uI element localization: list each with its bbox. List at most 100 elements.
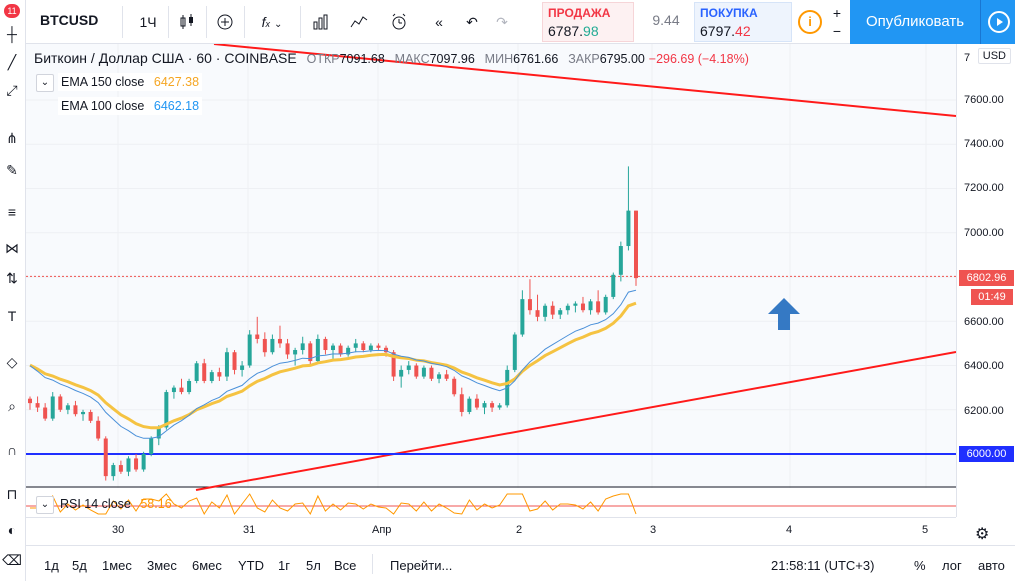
prediction-icon[interactable]: ⇅ [6, 270, 18, 286]
sell-price: 6787.98 [548, 23, 599, 39]
candle-body [588, 301, 593, 311]
high-value: 7097.96 [429, 52, 475, 66]
resistance-trendline [213, 44, 956, 117]
play-icon[interactable] [980, 0, 1015, 44]
ray-icon[interactable]: ⤢ [6, 82, 18, 98]
candle-body [634, 210, 638, 279]
interval-button[interactable]: 1Ч [139, 14, 157, 30]
candle-body [497, 405, 502, 408]
time-tick: 30 [112, 524, 125, 536]
crosshair-icon[interactable]: ┼ [7, 26, 17, 42]
candle-body [118, 465, 123, 472]
range-3m-button[interactable]: 3мес [147, 558, 177, 573]
candle-body [88, 411, 93, 421]
rsi-legend[interactable]: RSI 14 close 58.16 [60, 497, 172, 511]
notification-badge[interactable]: 11 [4, 4, 20, 18]
pitchfork-icon[interactable]: ⋔ [6, 130, 18, 146]
candle-body [565, 305, 570, 311]
redo-icon[interactable]: ↷ [496, 14, 508, 30]
zoom-icon[interactable]: ⌕ [8, 398, 16, 414]
trendline-icon[interactable]: ╱ [7, 54, 17, 70]
candle-body [626, 210, 631, 247]
ema150-legend[interactable]: EMA 150 close 6427.38 [58, 73, 203, 91]
text-icon[interactable]: T [7, 308, 17, 324]
toolbar-divider [300, 6, 301, 38]
collapse-legend-icon[interactable]: ⌄ [36, 74, 54, 92]
candle-body [285, 343, 290, 355]
candle-body [58, 396, 63, 410]
indicators-fx-icon[interactable]: fx ⌄ [261, 14, 283, 30]
auto-scale-toggle[interactable]: авто [978, 558, 1005, 573]
alert-clock-icon[interactable] [384, 8, 414, 36]
compare-add-icon[interactable] [210, 8, 240, 36]
top-toolbar: BTCUSD 1Ч fx ⌄ « ↶ ↷ ПРОДАЖА 6787.98 9.4… [26, 0, 1015, 44]
publish-button[interactable]: Опубликовать [850, 0, 980, 44]
rsi-pane [26, 488, 956, 517]
range-all-button[interactable]: Все [334, 558, 357, 573]
collapse-rsi-icon[interactable]: ⌄ [36, 496, 54, 514]
clock-timezone[interactable]: 21:58:11 (UTC+3) [771, 558, 875, 573]
candle-body [331, 345, 335, 351]
quantity-minus-button[interactable]: − [832, 23, 842, 39]
ruler-icon[interactable]: ◇ [6, 354, 18, 370]
range-6m-button[interactable]: 6мес [192, 558, 222, 573]
candle-body [368, 345, 373, 351]
sell-button[interactable]: ПРОДАЖА 6787.98 [542, 2, 634, 42]
candle-body [35, 403, 40, 408]
range-5d-button[interactable]: 5д [72, 558, 87, 573]
candle-body [421, 367, 426, 377]
price-chart[interactable] [26, 44, 956, 517]
price-tick: 7600.00 [964, 94, 1004, 106]
info-icon[interactable]: i [798, 10, 822, 34]
brush-icon[interactable]: ✎ [6, 162, 18, 178]
chart-type-candles-icon[interactable] [172, 8, 202, 36]
eye-icon[interactable]: ◐ [7, 522, 17, 538]
templates-icon[interactable] [344, 8, 374, 36]
range-1y-button[interactable]: 1г [278, 558, 290, 573]
price-scale[interactable]: 7 USD 7600.00 7400.00 7200.00 7000.00 68… [956, 44, 1015, 517]
range-ytd-button[interactable]: YTD [238, 558, 264, 573]
candle-body [179, 387, 184, 393]
candle-body [134, 458, 139, 470]
lock-icon[interactable]: ⊓ [6, 486, 18, 502]
range-1d-button[interactable]: 1д [44, 558, 59, 573]
candle-body [103, 438, 108, 477]
pattern-icon[interactable]: ⋈ [5, 240, 19, 256]
symbol-search[interactable]: BTCUSD [40, 12, 99, 28]
trash-icon[interactable]: ⌫ [2, 552, 22, 568]
candle-body [141, 454, 146, 470]
quantity-plus-button[interactable]: + [832, 5, 842, 21]
candle-body [262, 338, 267, 353]
log-scale-toggle[interactable]: лог [942, 558, 962, 573]
time-axis[interactable]: 30 31 Апр 2 3 4 5 [26, 517, 956, 545]
replay-icon[interactable]: « [435, 14, 443, 30]
open-label: ОТКР [306, 52, 340, 66]
range-1m-button[interactable]: 1мес [102, 558, 132, 573]
buy-button[interactable]: ПОКУПКА 6797.42 [694, 2, 792, 42]
candle-body [247, 334, 252, 366]
time-tick: Апр [372, 524, 392, 536]
financials-icon[interactable] [306, 8, 336, 36]
low-value: 6761.66 [513, 52, 559, 66]
candle-body [535, 310, 540, 317]
undo-icon[interactable]: ↶ [466, 14, 478, 30]
ema150-value: 6427.38 [153, 75, 200, 89]
series-title: Биткоин / Доллар США · 60 · COINBASE [34, 50, 297, 66]
price-tick: 7400.00 [964, 138, 1004, 150]
fib-icon[interactable]: ≡ [7, 204, 17, 220]
drawing-toolbar: 11 ┼ ╱ ⤢ ⋔ ✎ ≡ ⋈ ⇅ T ◇ ⌕ ∩ ⊓ ◐ ⌫ [0, 0, 26, 581]
candle-body [384, 347, 389, 353]
goto-date-button[interactable]: Перейти... [390, 558, 453, 573]
currency-label[interactable]: USD [977, 48, 1011, 64]
ema100-legend[interactable]: EMA 100 close 6462.18 [58, 97, 203, 115]
support-price-badge: 6000.00 [959, 446, 1014, 462]
percent-scale-toggle[interactable]: % [914, 558, 926, 573]
candle-body [558, 310, 563, 315]
candle-body [611, 274, 616, 297]
chart-pane[interactable]: Биткоин / Доллар США · 60 · COINBASE ОТК… [26, 44, 956, 517]
open-value: 7091.68 [339, 52, 385, 66]
chart-settings-icon[interactable]: ⚙ [975, 526, 990, 543]
range-5y-button[interactable]: 5л [306, 558, 321, 573]
magnet-icon[interactable]: ∩ [6, 442, 18, 458]
buy-label: ПОКУПКА [700, 6, 758, 20]
